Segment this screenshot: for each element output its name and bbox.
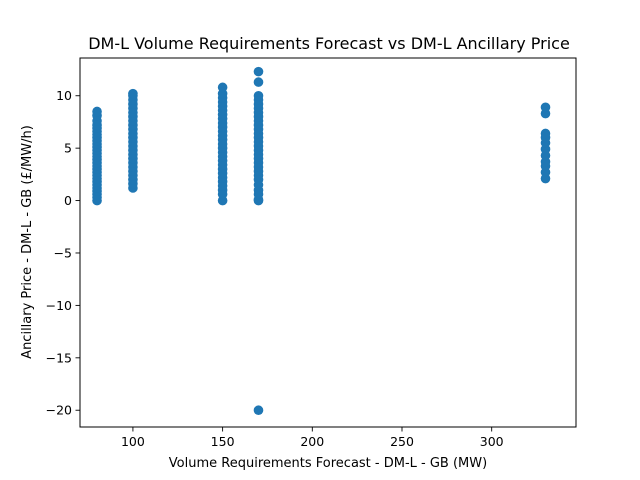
x-axis-label: Volume Requirements Forecast - DM-L - GB… [169, 456, 487, 471]
y-tick-label: −5 [54, 245, 72, 260]
data-point [128, 88, 138, 99]
data-point [217, 82, 228, 93]
x-axis: 100 150 200 250 300 [121, 427, 504, 449]
x-tick-label: 100 [121, 434, 145, 449]
data-point [253, 90, 264, 101]
data-point [253, 77, 264, 87]
y-tick-label: −15 [46, 350, 72, 365]
x-tick-label: 200 [300, 434, 324, 449]
y-tick-label: 5 [64, 141, 72, 156]
data-point [540, 128, 551, 139]
data-point [253, 405, 264, 416]
y-axis: 10 5 0 −5 −10 −15 −20 [46, 88, 80, 418]
x-tick-label: 300 [480, 434, 504, 449]
y-tick-label: −20 [46, 403, 72, 418]
y-axis-label: Ancillary Price - DM-L - GB (£/MW/h) [20, 125, 35, 359]
points-layer [92, 66, 551, 416]
y-tick-label: 0 [64, 193, 72, 208]
plot-frame [79, 57, 577, 428]
y-tick-label: −10 [46, 298, 72, 313]
data-point [253, 66, 264, 77]
x-tick-label: 250 [390, 434, 414, 449]
x-tick-label: 150 [211, 434, 235, 449]
chart-title: DM-L Volume Requirements Forecast vs DM-… [88, 34, 570, 53]
data-point [92, 106, 102, 117]
y-tick-label: 10 [56, 88, 72, 103]
data-point [540, 102, 551, 113]
